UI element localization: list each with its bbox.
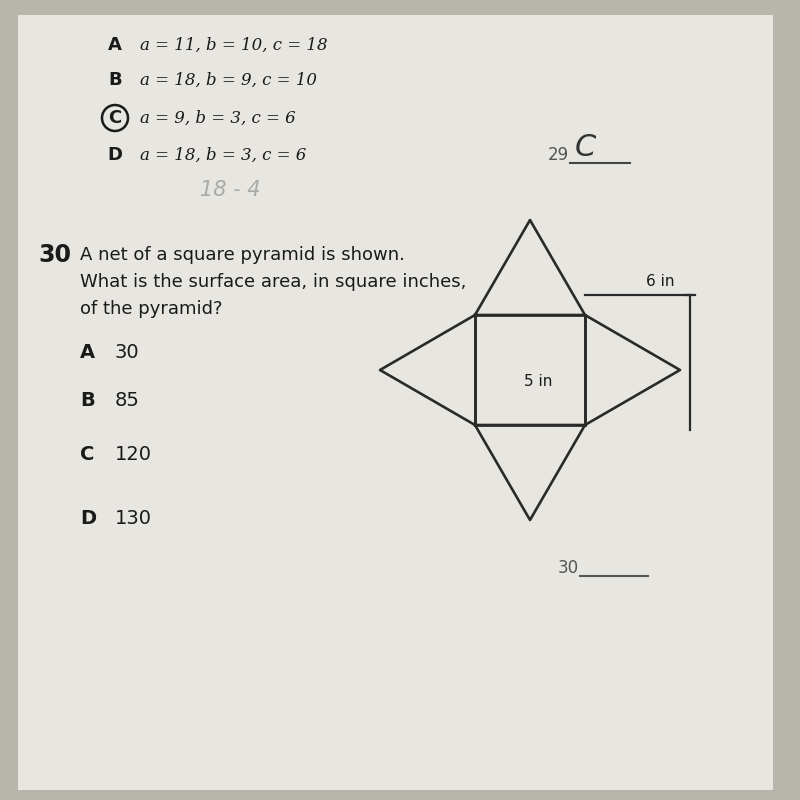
Text: 120: 120 — [115, 446, 152, 465]
Text: 30: 30 — [558, 559, 579, 577]
Text: a = 9, b = 3, c = 6: a = 9, b = 3, c = 6 — [140, 110, 296, 126]
Text: a = 18, b = 9, c = 10: a = 18, b = 9, c = 10 — [140, 71, 317, 89]
Text: C: C — [80, 446, 94, 465]
Text: A net of a square pyramid is shown.: A net of a square pyramid is shown. — [80, 246, 405, 264]
Text: a = 18, b = 3, c = 6: a = 18, b = 3, c = 6 — [140, 146, 306, 163]
Text: 85: 85 — [115, 390, 140, 410]
FancyBboxPatch shape — [18, 15, 773, 790]
Text: 29: 29 — [548, 146, 569, 164]
Text: of the pyramid?: of the pyramid? — [80, 300, 222, 318]
Text: C: C — [575, 134, 596, 162]
Text: 18 - 4: 18 - 4 — [200, 180, 261, 200]
Text: 5 in: 5 in — [524, 374, 552, 390]
Text: B: B — [108, 71, 122, 89]
Text: 6 in: 6 in — [646, 274, 674, 289]
Text: What is the surface area, in square inches,: What is the surface area, in square inch… — [80, 273, 466, 291]
Text: 130: 130 — [115, 509, 152, 527]
Text: 30: 30 — [38, 243, 71, 267]
Text: D: D — [80, 509, 96, 527]
Text: B: B — [80, 390, 94, 410]
Text: A: A — [80, 342, 95, 362]
Text: A: A — [108, 36, 122, 54]
Text: C: C — [108, 109, 122, 127]
Text: D: D — [107, 146, 122, 164]
Text: a = 11, b = 10, c = 18: a = 11, b = 10, c = 18 — [140, 37, 328, 54]
Text: 30: 30 — [115, 342, 140, 362]
